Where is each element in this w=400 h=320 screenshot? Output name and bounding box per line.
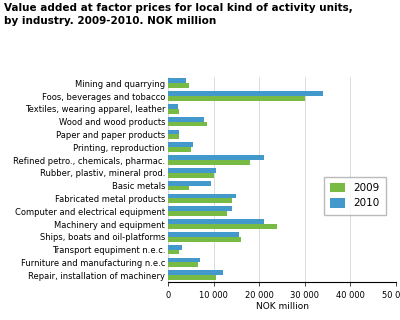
Bar [168,168,216,173]
Bar [168,224,278,229]
Bar [168,194,236,198]
Bar [168,78,186,83]
Bar [168,237,241,242]
Bar [168,245,182,250]
Bar [168,160,250,165]
Bar [168,275,216,280]
Bar [168,258,200,262]
Bar [168,155,264,160]
Bar [168,91,323,96]
Bar [168,109,179,114]
Bar [168,232,239,237]
Bar [168,142,193,147]
Bar [168,206,232,211]
Bar [168,270,223,275]
X-axis label: NOK million: NOK million [256,302,308,311]
Bar [168,83,188,88]
Bar [168,181,211,186]
Bar [168,147,191,152]
Bar [168,211,227,216]
Bar [168,134,179,139]
Legend: 2009, 2010: 2009, 2010 [324,177,386,215]
Bar [168,96,305,101]
Bar [168,219,264,224]
Bar [168,104,178,109]
Bar [168,186,188,190]
Bar [168,198,232,203]
Bar [168,117,204,122]
Bar [168,122,207,126]
Bar [168,250,179,254]
Text: Value added at factor prices for local kind of activity units,
by industry. 2009: Value added at factor prices for local k… [4,3,353,26]
Bar [168,173,214,178]
Bar [168,130,179,134]
Bar [168,262,198,267]
